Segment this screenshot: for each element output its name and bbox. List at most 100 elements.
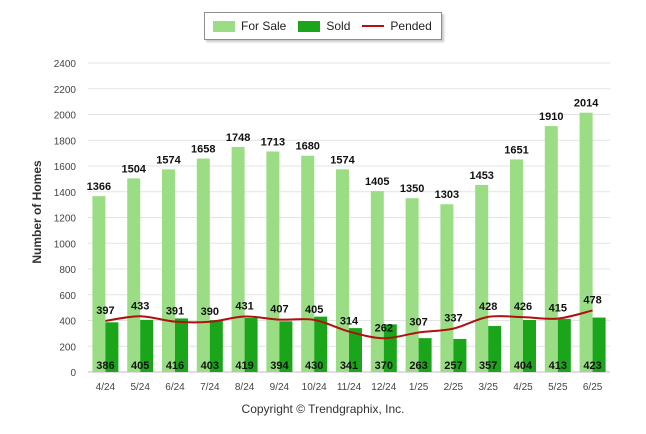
data-label-for-sale: 1405 (365, 176, 389, 188)
x-tick-label: 11/24 (337, 382, 362, 393)
x-tick-label: 1/25 (409, 382, 429, 393)
data-label-for-sale: 1748 (226, 132, 250, 144)
data-label-pended: 397 (96, 305, 114, 317)
bar-for-sale (92, 196, 106, 372)
data-label-for-sale: 1453 (469, 170, 493, 182)
x-tick-label: 8/24 (235, 382, 255, 393)
data-label-sold: 263 (409, 360, 427, 372)
y-tick-label: 200 (59, 342, 76, 353)
data-label-pended: 433 (131, 300, 149, 312)
legend-swatch-sold (298, 20, 321, 32)
data-label-for-sale: 1658 (191, 144, 215, 156)
x-tick-labels: 4/24 5/24 6/24 7/24 8/24 9/24 10/24 11/24 12/24 1… (96, 382, 603, 393)
bar-sold (140, 319, 154, 372)
bars (92, 112, 606, 373)
data-label-pended: 314 (340, 316, 359, 328)
data-label-pended: 405 (305, 304, 323, 316)
data-label-sold: 405 (131, 360, 149, 372)
y-tick-label: 600 (59, 291, 76, 302)
x-tick-label: 10/24 (302, 382, 327, 393)
pended-line (105, 309, 593, 340)
data-label-sold: 404 (514, 360, 533, 372)
data-label-pended: 262 (375, 322, 393, 334)
bar-for-sale (196, 158, 210, 372)
legend-item-for-sale[interactable]: For Sale (213, 19, 286, 33)
bar-sold (314, 316, 328, 372)
data-label-for-sale: 1910 (539, 111, 563, 123)
bar-sold (453, 338, 467, 372)
data-label-pended: 431 (235, 301, 253, 313)
data-label-for-sale: 1680 (295, 141, 319, 153)
data-label-for-sale: 1366 (87, 181, 111, 193)
y-tick-label: 1200 (54, 214, 77, 225)
legend-swatch-pended (362, 25, 385, 27)
bar-for-sale (544, 126, 558, 373)
data-label-sold: 341 (340, 360, 358, 372)
data-label-sold: 416 (166, 360, 184, 372)
bar-for-sale (579, 112, 593, 372)
data-label-for-sale: 1574 (156, 154, 181, 166)
bar-for-sale (231, 146, 245, 372)
legend-label-for-sale: For Sale (241, 19, 287, 33)
data-label-for-sale: 1574 (330, 154, 355, 166)
data-label-pended: 390 (201, 306, 219, 318)
y-tick-label: 1400 (54, 188, 77, 199)
y-tick-label: 2000 (54, 111, 77, 122)
data-label-pended: 337 (444, 313, 462, 325)
data-label-sold: 423 (583, 360, 601, 372)
bar-sold (557, 318, 571, 372)
data-label-sold: 386 (96, 360, 114, 372)
bar-sold (209, 320, 223, 372)
x-tick-label: 6/25 (583, 382, 603, 393)
legend-item-sold[interactable]: Sold (298, 19, 350, 33)
copyright-text: Copyright © Trendgraphix, Inc. (241, 402, 405, 416)
x-tick-label: 5/25 (548, 382, 568, 393)
data-label-pended: 478 (583, 294, 601, 306)
data-label-pended: 426 (514, 301, 532, 313)
y-tick-label: 400 (59, 317, 76, 328)
legend: For Sale Sold Pended (204, 12, 442, 40)
y-tick-label: 1600 (54, 162, 77, 173)
y-tick-labels: 0 200 400 600 800 1000 1200 1400 1600 1800 2000 220… (54, 59, 77, 379)
data-label-sold: 403 (201, 360, 219, 372)
data-label-sold: 370 (375, 360, 393, 372)
y-tick-label: 1800 (54, 136, 77, 147)
x-tick-label: 9/24 (270, 382, 290, 393)
data-label-sold: 419 (235, 360, 253, 372)
y-tick-label: 0 (70, 368, 76, 379)
bar-for-sale (127, 178, 141, 372)
data-label-for-sale: 1350 (400, 183, 424, 195)
bar-sold (523, 319, 536, 372)
y-tick-label: 800 (59, 265, 76, 276)
x-tick-label: 4/25 (513, 382, 533, 393)
data-label-sold: 357 (479, 360, 497, 372)
bar-for-sale (266, 151, 280, 372)
data-label-for-sale: 1651 (504, 144, 528, 156)
data-labels: 1366 386 1504 405 1574 416 1658 403 1748 419 1713 3… (87, 98, 602, 372)
bar-sold (175, 318, 188, 372)
legend-label-pended: Pended (390, 19, 432, 33)
legend-swatch-for-sale (213, 20, 235, 32)
bar-for-sale (336, 169, 349, 372)
legend-item-pended[interactable]: Pended (362, 19, 432, 33)
y-axis-label: Number of Homes (30, 160, 44, 264)
data-label-pended: 407 (270, 304, 288, 316)
data-label-sold: 413 (549, 360, 567, 372)
legend-label-sold: Sold (326, 19, 351, 33)
data-label-for-sale: 1504 (121, 163, 146, 175)
y-tick-label: 2400 (54, 59, 77, 70)
bar-sold (244, 318, 258, 372)
bar-sold (383, 324, 397, 372)
x-tick-label: 12/24 (371, 382, 396, 393)
bar-sold (488, 326, 502, 372)
y-tick-label: 2200 (54, 85, 77, 96)
data-label-sold: 430 (305, 360, 323, 372)
data-label-for-sale: 1303 (435, 189, 459, 201)
bar-sold (279, 321, 293, 372)
x-tick-label: 7/24 (200, 382, 220, 393)
data-label-pended: 428 (479, 301, 497, 313)
x-tick-label: 6/24 (165, 382, 185, 393)
bar-for-sale (440, 204, 454, 372)
data-label-sold: 394 (270, 360, 289, 372)
